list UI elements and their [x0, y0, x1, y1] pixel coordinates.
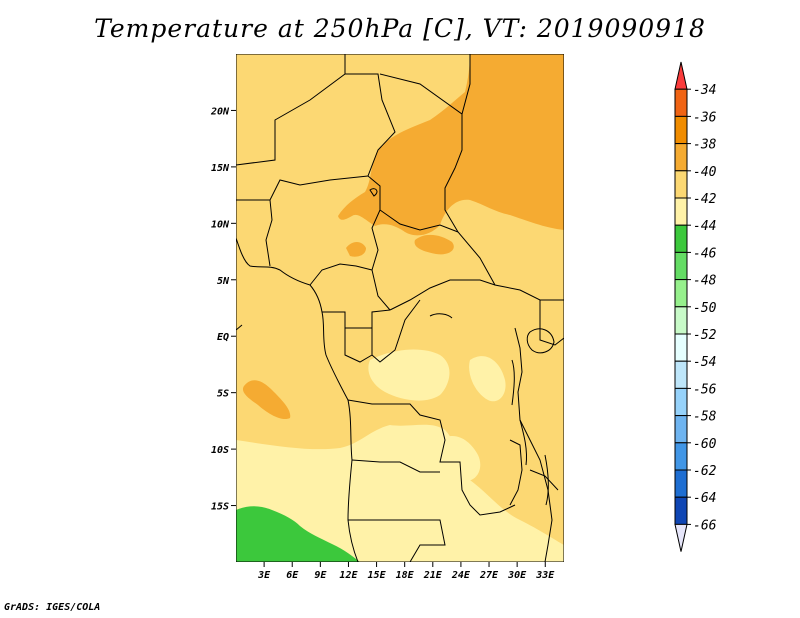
chart-title: Temperature at 250hPa [C], VT: 201909091… — [94, 14, 706, 43]
colorbar-label: -52 — [693, 328, 717, 343]
credit-text: GrADS: IGES/COLA — [4, 602, 101, 613]
lon-tick-label: 30E — [507, 570, 527, 581]
colorbar-label: -40 — [693, 165, 717, 180]
lon-tick-label: 24E — [451, 570, 471, 581]
colorbar-swatch — [674, 306, 688, 335]
lon-tick-label: 21E — [423, 570, 443, 581]
colorbar-label: -36 — [693, 110, 717, 125]
colorbar-label: -58 — [693, 410, 717, 425]
lon-tick-label: 12E — [339, 570, 358, 581]
lon-tick-label: 15E — [368, 570, 387, 581]
colorbar-label: -62 — [693, 464, 717, 479]
lakes — [369, 188, 555, 506]
latitude-axis: 20N 15N 10N 5N EQ 5S 10S 15S — [210, 106, 236, 513]
colorbar-swatch — [674, 415, 688, 444]
field-warm-spot1 — [414, 234, 454, 255]
colorbar-label: -34 — [693, 83, 716, 98]
lat-tick-label: 20N — [210, 106, 230, 117]
lat-tick-label: 5S — [217, 389, 229, 400]
lon-tick-label: 33E — [535, 570, 555, 581]
field-warm-north — [338, 54, 564, 236]
colorbar-swatch — [674, 170, 688, 199]
colorbar-label: -54 — [693, 355, 716, 370]
colorbar-label: -50 — [693, 301, 717, 316]
map-plot-area — [236, 54, 564, 562]
longitude-axis: 3E 6E 9E 12E 15E 18E 21E 24E 27E 30E 33E — [257, 562, 555, 581]
colorbar-label: -64 — [693, 491, 716, 506]
colorbar-label: -66 — [693, 518, 717, 533]
colorbar-swatch — [674, 197, 688, 226]
lat-tick-label: 10S — [211, 445, 229, 456]
colorbar-swatch — [674, 360, 688, 389]
colorbar-swatch — [674, 469, 688, 498]
lat-tick-label: 15N — [211, 163, 230, 174]
field-cool-south — [236, 424, 564, 562]
lon-tick-label: 18E — [396, 570, 415, 581]
colorbar-label: -38 — [693, 138, 717, 153]
colorbar-bottom-arrow — [674, 523, 688, 552]
colorbar-swatch — [674, 333, 688, 362]
lon-tick-label: 6E — [286, 570, 299, 581]
colorbar-label: -44 — [693, 219, 716, 234]
colorbar-swatch — [674, 143, 688, 172]
lat-tick-label: 5N — [217, 276, 230, 287]
field-cold-southwest — [236, 506, 360, 562]
colorbar-swatch — [674, 496, 688, 525]
field-warm-spot2 — [346, 242, 366, 257]
field-cool-center — [368, 349, 450, 401]
lat-tick-label: 15S — [211, 502, 229, 513]
colorbar-label: -46 — [693, 246, 717, 261]
field-warm-west — [242, 380, 291, 420]
colorbar-swatch — [674, 387, 688, 417]
field-cool-east — [469, 356, 506, 402]
colorbar-swatch — [674, 442, 688, 471]
lon-tick-label: 9E — [314, 570, 327, 581]
colorbar-swatch — [674, 251, 688, 281]
lon-tick-label: 3E — [257, 570, 271, 581]
colorbar-label: -42 — [693, 192, 717, 207]
lon-tick-label: 27E — [479, 570, 499, 581]
colorbar-label: -48 — [693, 274, 717, 289]
colorbar-label: -60 — [693, 437, 717, 452]
colorbar-swatch — [674, 224, 688, 253]
colorbar: -34 -36 -38 -40 -42 -44 -46 -48 -50 -52 -54 -56 -58 -… — [674, 61, 717, 552]
lat-tick-label: EQ — [217, 332, 229, 343]
colorbar-top-arrow — [674, 61, 688, 90]
lat-tick-label: 10N — [211, 219, 230, 230]
field-cool-southeast — [438, 435, 481, 481]
colorbar-swatch — [674, 115, 688, 145]
colorbar-swatch — [674, 279, 688, 308]
colorbar-label: -56 — [693, 382, 717, 397]
colorbar-swatch — [674, 88, 688, 117]
country-borders — [236, 54, 564, 562]
